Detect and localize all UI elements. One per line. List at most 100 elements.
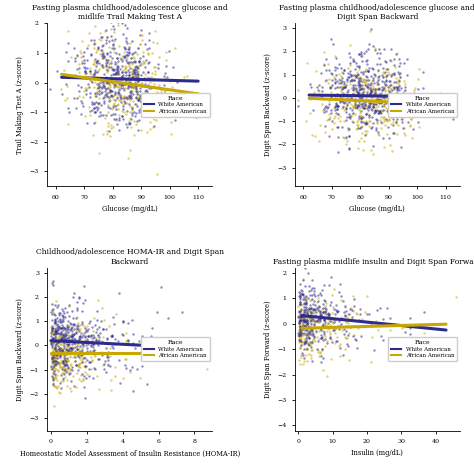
Point xyxy=(336,95,343,102)
Point xyxy=(95,337,102,345)
Point xyxy=(314,315,322,323)
Point xyxy=(48,348,56,356)
Point xyxy=(134,96,142,103)
Point xyxy=(348,77,356,85)
Point xyxy=(297,306,305,314)
Point xyxy=(309,327,316,335)
Point xyxy=(296,329,304,336)
Point xyxy=(130,66,138,73)
Point xyxy=(86,93,94,101)
Point xyxy=(63,351,71,358)
Point xyxy=(64,348,72,355)
Point xyxy=(406,314,414,322)
Point xyxy=(370,85,377,92)
Point xyxy=(370,150,377,158)
Point xyxy=(312,312,319,319)
Point xyxy=(359,89,367,96)
Point xyxy=(389,96,396,103)
Point xyxy=(129,330,137,337)
Point xyxy=(78,340,86,348)
Point xyxy=(86,83,93,91)
Point xyxy=(69,353,77,360)
Point xyxy=(103,84,111,92)
Point xyxy=(315,318,323,326)
Point xyxy=(49,338,56,345)
Point xyxy=(297,337,304,344)
Point xyxy=(155,111,162,118)
Point xyxy=(307,355,315,362)
Point xyxy=(48,327,56,335)
Point xyxy=(306,333,313,340)
Point xyxy=(58,305,65,313)
Point xyxy=(321,128,328,136)
Point xyxy=(106,60,113,67)
Point xyxy=(308,316,316,323)
Point xyxy=(81,372,88,380)
Point xyxy=(346,80,354,88)
Point xyxy=(72,344,79,351)
Point xyxy=(115,89,123,97)
Point xyxy=(48,365,55,372)
Point xyxy=(106,88,113,95)
Point xyxy=(384,97,392,105)
Point xyxy=(74,346,82,354)
Point xyxy=(301,312,308,319)
Point xyxy=(59,341,66,348)
Point xyxy=(387,72,395,79)
Point xyxy=(49,281,57,288)
Point xyxy=(372,107,379,114)
Point xyxy=(64,341,72,349)
Point xyxy=(313,334,320,341)
Point xyxy=(98,33,105,41)
Point xyxy=(304,314,311,321)
Point xyxy=(331,75,338,83)
Point xyxy=(149,76,157,84)
Point xyxy=(52,330,60,337)
Point xyxy=(297,307,304,314)
Point xyxy=(335,317,343,325)
Point xyxy=(395,55,402,63)
Point xyxy=(49,330,56,337)
Point xyxy=(136,94,144,102)
Point xyxy=(332,110,340,117)
Point xyxy=(354,124,362,132)
Point xyxy=(77,84,84,91)
Point xyxy=(321,321,329,328)
Point xyxy=(305,339,312,346)
Point xyxy=(110,81,118,88)
Point xyxy=(317,312,325,319)
Point xyxy=(130,57,137,65)
Point xyxy=(76,334,84,342)
Point xyxy=(301,315,309,322)
Point xyxy=(301,322,309,329)
Point xyxy=(401,131,409,139)
Point xyxy=(328,76,336,84)
Point xyxy=(103,50,110,58)
Point xyxy=(304,328,311,335)
Point xyxy=(296,317,304,325)
Point xyxy=(59,339,67,346)
Point xyxy=(152,67,159,75)
Point xyxy=(96,94,103,102)
Point xyxy=(135,77,142,84)
Point xyxy=(132,87,140,94)
Point xyxy=(303,307,310,315)
Point xyxy=(95,75,102,83)
Point xyxy=(321,318,329,325)
Point xyxy=(60,351,67,358)
Point xyxy=(331,85,338,92)
Point xyxy=(337,352,344,359)
Point xyxy=(303,330,311,337)
Point xyxy=(58,91,65,98)
Point xyxy=(54,349,61,357)
Point xyxy=(102,62,110,69)
Point xyxy=(369,143,376,150)
Point xyxy=(308,326,316,334)
Point xyxy=(150,122,157,129)
Point xyxy=(303,320,310,328)
Point xyxy=(366,81,374,89)
Point xyxy=(351,97,359,104)
Point xyxy=(47,308,55,316)
Point xyxy=(121,21,128,29)
Point xyxy=(119,331,127,338)
